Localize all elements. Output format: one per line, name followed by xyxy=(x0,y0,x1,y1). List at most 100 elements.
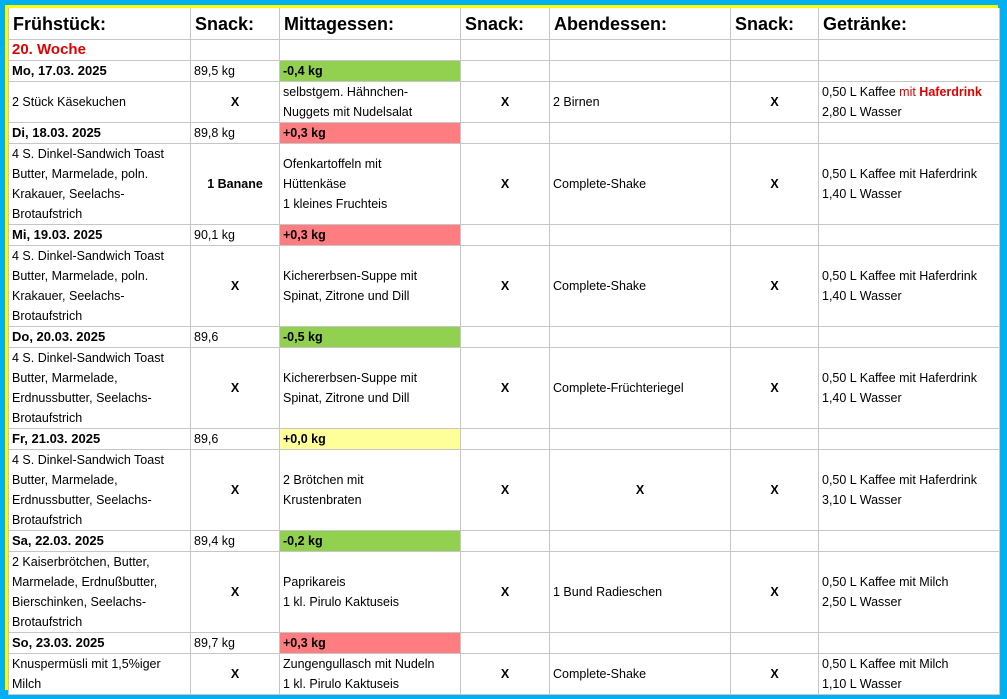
snack-3-cell[interactable]: X xyxy=(730,81,819,123)
drinks-cell[interactable]: 0,50 L Kaffee mit Haferdrink 3,10 L Wasse… xyxy=(818,449,1000,531)
lunch-cell[interactable]: Ofenkartoffeln mit Hüttenkäse 1 kleines Fr… xyxy=(279,143,461,225)
week-label[interactable]: 20. Woche xyxy=(8,39,191,61)
breakfast-cell[interactable]: 2 Kaiserbrötchen, Butter, Marmelade, Erdn… xyxy=(8,551,191,633)
snack-3-cell[interactable]: X xyxy=(730,551,819,633)
day-weight[interactable]: 89,5 kg xyxy=(190,60,280,82)
header-lunch[interactable]: Mittagessen: xyxy=(279,8,461,40)
snack-1-cell[interactable]: X xyxy=(190,653,280,695)
empty-cell[interactable] xyxy=(549,530,731,552)
weight-delta[interactable]: -0,4 kg xyxy=(279,60,461,82)
day-weight[interactable]: 89,6 xyxy=(190,428,280,450)
empty-cell[interactable] xyxy=(549,122,731,144)
empty-cell[interactable] xyxy=(818,428,1000,450)
snack-1-cell[interactable]: X xyxy=(190,449,280,531)
breakfast-cell[interactable]: Knuspermüsli mit 1,5%iger Milch xyxy=(8,653,191,695)
snack-2-cell[interactable]: X xyxy=(460,81,550,123)
empty-cell[interactable] xyxy=(818,60,1000,82)
snack-2-cell[interactable]: X xyxy=(460,143,550,225)
empty-cell[interactable] xyxy=(190,39,280,61)
snack-2-cell[interactable]: X xyxy=(460,653,550,695)
empty-cell[interactable] xyxy=(818,39,1000,61)
drinks-cell[interactable]: 0,50 L Kaffee mit Haferdrink 1,40 L Wasse… xyxy=(818,143,1000,225)
empty-cell[interactable] xyxy=(730,39,819,61)
day-date[interactable]: Do, 20.03. 2025 xyxy=(8,326,191,348)
dinner-cell[interactable]: Complete-Shake xyxy=(549,653,731,695)
snack-1-cell[interactable]: X xyxy=(190,245,280,327)
breakfast-cell[interactable]: 2 Stück Käsekuchen xyxy=(8,81,191,123)
day-date[interactable]: Sa, 22.03. 2025 xyxy=(8,530,191,552)
lunch-cell[interactable]: Kichererbsen-Suppe mit Spinat, Zitrone un… xyxy=(279,347,461,429)
empty-cell[interactable] xyxy=(549,326,731,348)
weight-delta[interactable]: -0,2 kg xyxy=(279,530,461,552)
snack-3-cell[interactable]: X xyxy=(730,653,819,695)
dinner-cell[interactable]: 1 Bund Radieschen xyxy=(549,551,731,633)
empty-cell[interactable] xyxy=(818,326,1000,348)
header-snack-3[interactable]: Snack: xyxy=(730,8,819,40)
snack-2-cell[interactable]: X xyxy=(460,449,550,531)
header-breakfast[interactable]: Frühstück: xyxy=(8,8,191,40)
day-date[interactable]: Mo, 17.03. 2025 xyxy=(8,60,191,82)
day-date[interactable]: Mi, 19.03. 2025 xyxy=(8,224,191,246)
empty-cell[interactable] xyxy=(460,326,550,348)
empty-cell[interactable] xyxy=(460,632,550,654)
empty-cell[interactable] xyxy=(730,60,819,82)
dinner-cell[interactable]: Complete-Shake xyxy=(549,143,731,225)
empty-cell[interactable] xyxy=(730,428,819,450)
lunch-cell[interactable]: selbstgem. Hähnchen- Nuggets mit Nudelsal… xyxy=(279,81,461,123)
empty-cell[interactable] xyxy=(818,530,1000,552)
empty-cell[interactable] xyxy=(818,632,1000,654)
day-weight[interactable]: 89,7 kg xyxy=(190,632,280,654)
empty-cell[interactable] xyxy=(818,224,1000,246)
dinner-cell[interactable]: Complete-Shake xyxy=(549,245,731,327)
drinks-cell[interactable]: 0,50 L Kaffee mit Milch 2,50 L Wasser xyxy=(818,551,1000,633)
snack-3-cell[interactable]: X xyxy=(730,143,819,225)
lunch-cell[interactable]: 2 Brötchen mit Krustenbraten xyxy=(279,449,461,531)
day-weight[interactable]: 89,8 kg xyxy=(190,122,280,144)
weight-delta[interactable]: +0,0 kg xyxy=(279,428,461,450)
weight-delta[interactable]: +0,3 kg xyxy=(279,224,461,246)
drinks-cell[interactable]: 0,50 L Kaffee mit Haferdrink 1,40 L Wasse… xyxy=(818,245,1000,327)
empty-cell[interactable] xyxy=(549,632,731,654)
empty-cell[interactable] xyxy=(549,39,731,61)
drinks-cell[interactable]: 0,50 L Kaffee mit Haferdrink 1,40 L Wasse… xyxy=(818,347,1000,429)
snack-1-cell[interactable]: X xyxy=(190,347,280,429)
day-date[interactable]: Fr, 21.03. 2025 xyxy=(8,428,191,450)
breakfast-cell[interactable]: 4 S. Dinkel-Sandwich Toast Butter, Marmel… xyxy=(8,245,191,327)
snack-3-cell[interactable]: X xyxy=(730,449,819,531)
snack-1-cell[interactable]: 1 Banane xyxy=(190,143,280,225)
day-date[interactable]: Di, 18.03. 2025 xyxy=(8,122,191,144)
weight-delta[interactable]: +0,3 kg xyxy=(279,632,461,654)
lunch-cell[interactable]: Paprikareis 1 kl. Pirulo Kaktuseis xyxy=(279,551,461,633)
day-date[interactable]: So, 23.03. 2025 xyxy=(8,632,191,654)
empty-cell[interactable] xyxy=(549,224,731,246)
snack-1-cell[interactable]: X xyxy=(190,551,280,633)
header-snack-1[interactable]: Snack: xyxy=(190,8,280,40)
empty-cell[interactable] xyxy=(460,224,550,246)
snack-2-cell[interactable]: X xyxy=(460,551,550,633)
snack-1-cell[interactable]: X xyxy=(190,81,280,123)
empty-cell[interactable] xyxy=(460,428,550,450)
drinks-cell[interactable]: 0,50 L Kaffee mit Haferdrink 2,80 L Wasse… xyxy=(818,81,1000,123)
empty-cell[interactable] xyxy=(460,39,550,61)
breakfast-cell[interactable]: 4 S. Dinkel-Sandwich Toast Butter, Marmel… xyxy=(8,449,191,531)
empty-cell[interactable] xyxy=(279,39,461,61)
empty-cell[interactable] xyxy=(549,60,731,82)
empty-cell[interactable] xyxy=(818,122,1000,144)
day-weight[interactable]: 90,1 kg xyxy=(190,224,280,246)
snack-2-cell[interactable]: X xyxy=(460,245,550,327)
snack-3-cell[interactable]: X xyxy=(730,245,819,327)
dinner-cell[interactable]: 2 Birnen xyxy=(549,81,731,123)
empty-cell[interactable] xyxy=(460,530,550,552)
lunch-cell[interactable]: Kichererbsen-Suppe mit Spinat, Zitrone un… xyxy=(279,245,461,327)
header-drinks[interactable]: Getränke: xyxy=(818,8,1000,40)
empty-cell[interactable] xyxy=(730,530,819,552)
dinner-cell[interactable]: X xyxy=(549,449,731,531)
empty-cell[interactable] xyxy=(730,632,819,654)
drinks-cell[interactable]: 0,50 L Kaffee mit Milch 1,10 L Wasser xyxy=(818,653,1000,695)
empty-cell[interactable] xyxy=(460,122,550,144)
weight-delta[interactable]: +0,3 kg xyxy=(279,122,461,144)
snack-3-cell[interactable]: X xyxy=(730,347,819,429)
empty-cell[interactable] xyxy=(730,224,819,246)
weight-delta[interactable]: -0,5 kg xyxy=(279,326,461,348)
day-weight[interactable]: 89,4 kg xyxy=(190,530,280,552)
